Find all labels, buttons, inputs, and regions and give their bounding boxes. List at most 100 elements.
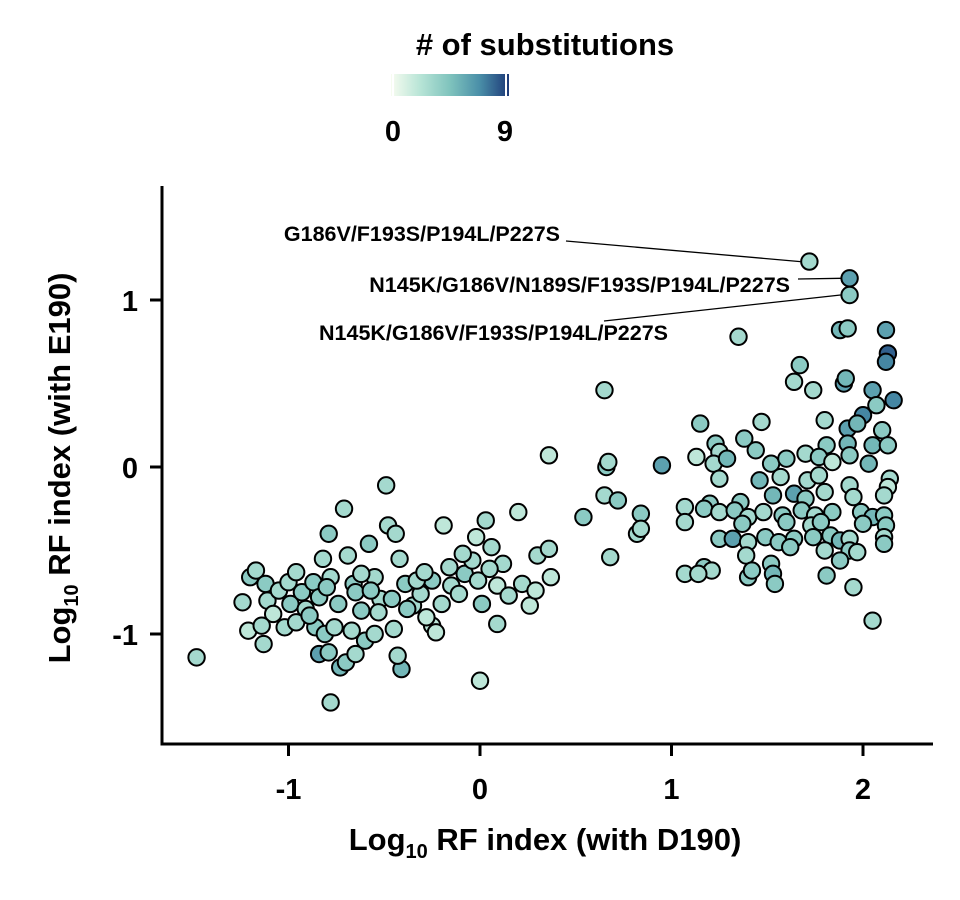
colorbar-title: # of substitutions (416, 27, 674, 62)
scatter-point (539, 539, 559, 559)
scatter-point (382, 589, 402, 609)
scatter-point (417, 608, 436, 627)
scatter-point (848, 414, 867, 433)
scatter-point (710, 469, 729, 488)
scatter-point (300, 606, 319, 625)
scatter-point (361, 581, 381, 600)
scatter-point (352, 601, 371, 620)
scatter-point (815, 541, 834, 560)
scatter-point (840, 285, 859, 305)
scatter-point (388, 646, 407, 665)
scatter-point (836, 369, 855, 388)
scatter-point (777, 512, 796, 532)
scatter-point (777, 449, 796, 468)
scatter-point (263, 604, 283, 624)
scatter-point (233, 593, 252, 612)
scatter-point (848, 542, 867, 562)
scatter-point (415, 563, 434, 582)
scatter-point (874, 486, 894, 505)
scatter-point (876, 320, 896, 340)
scatter-point (853, 514, 873, 533)
x-tick-label: 2 (855, 774, 871, 806)
scatter-point (884, 391, 903, 410)
y-ticks: -1 0 1 (112, 286, 162, 652)
scatter-point (601, 547, 620, 567)
scatter-point (574, 507, 593, 527)
colorbar-min-label: 0 (385, 116, 401, 148)
y-tick-label: 0 (122, 453, 138, 485)
scatter-point (313, 549, 333, 569)
scatter-point (815, 482, 834, 502)
scatter-point (804, 527, 823, 547)
x-tick-label: -1 (276, 774, 302, 806)
colorbar (391, 74, 509, 96)
scatter-point (763, 486, 783, 505)
scatter-point (365, 624, 384, 644)
scatter-point (482, 537, 501, 557)
scatter-point (736, 546, 756, 565)
annotations: G186V/F193S/P194L/P227S N145K/G186V/N189S… (284, 222, 790, 345)
scatter-point (352, 564, 371, 584)
scatter-point (541, 568, 561, 587)
y-tick-label: -1 (112, 620, 138, 652)
scatter-point (254, 634, 273, 654)
scatter-point (329, 594, 348, 614)
scatter-point (595, 380, 614, 400)
scatter-point (729, 327, 748, 346)
annotation-leader (565, 240, 801, 263)
scatter-point (470, 671, 490, 690)
scatter-point (342, 621, 361, 640)
scatter-point (687, 447, 706, 467)
scatter-point (526, 581, 545, 600)
scatter-point (844, 578, 863, 597)
scatter-point (453, 544, 472, 564)
scatter-point (830, 551, 850, 570)
scatter-point (840, 446, 859, 465)
scatter-point (317, 578, 336, 597)
y-tick-label: 1 (122, 286, 138, 318)
scatter-point (472, 594, 492, 614)
scatter-point (771, 467, 790, 487)
annotation-leader (797, 277, 841, 280)
y-axis-label: Log10 RF index (with E190) (42, 273, 83, 664)
scatter-point (863, 436, 882, 455)
scatter-point (386, 524, 405, 543)
scatter-point (325, 618, 344, 637)
scatter-point (823, 452, 842, 472)
scatter-point (252, 616, 271, 635)
scatter-point (840, 269, 859, 288)
x-axis-label-sub: 10 (406, 841, 428, 863)
scatter-point (790, 355, 810, 375)
scatter-point (781, 537, 800, 557)
scatter-point (488, 614, 507, 634)
scatter-point (376, 476, 396, 495)
scatter-point (872, 421, 892, 440)
annotation-leaders (565, 240, 841, 322)
scatter-point (631, 519, 651, 538)
scatter-point (804, 380, 823, 400)
y-axis-label-rest: RF index (with E190) (42, 273, 77, 585)
scatter-point (608, 491, 628, 510)
scatter-point (466, 527, 486, 547)
colorbar-max-label: 9 (497, 116, 513, 148)
scatter-point (675, 512, 695, 532)
scatter-point (520, 596, 539, 615)
scatter-point (369, 603, 388, 622)
scatter-point (187, 648, 206, 667)
scatter-point (246, 561, 266, 580)
scatter-point (509, 502, 528, 522)
x-tick-label: 1 (663, 774, 679, 806)
scatter-point (346, 644, 365, 664)
scatter-point (338, 546, 358, 565)
data-points (187, 252, 903, 712)
scatter-point (440, 558, 459, 577)
scatter-point (742, 561, 762, 580)
scatter-point (499, 586, 518, 605)
scatter-point (488, 576, 507, 595)
scatter-point (426, 623, 446, 642)
scatter-point (859, 454, 878, 473)
scatter-point (346, 583, 365, 602)
scatter-point (689, 564, 708, 584)
scatter-point (784, 372, 804, 392)
scatter-point (823, 502, 842, 522)
